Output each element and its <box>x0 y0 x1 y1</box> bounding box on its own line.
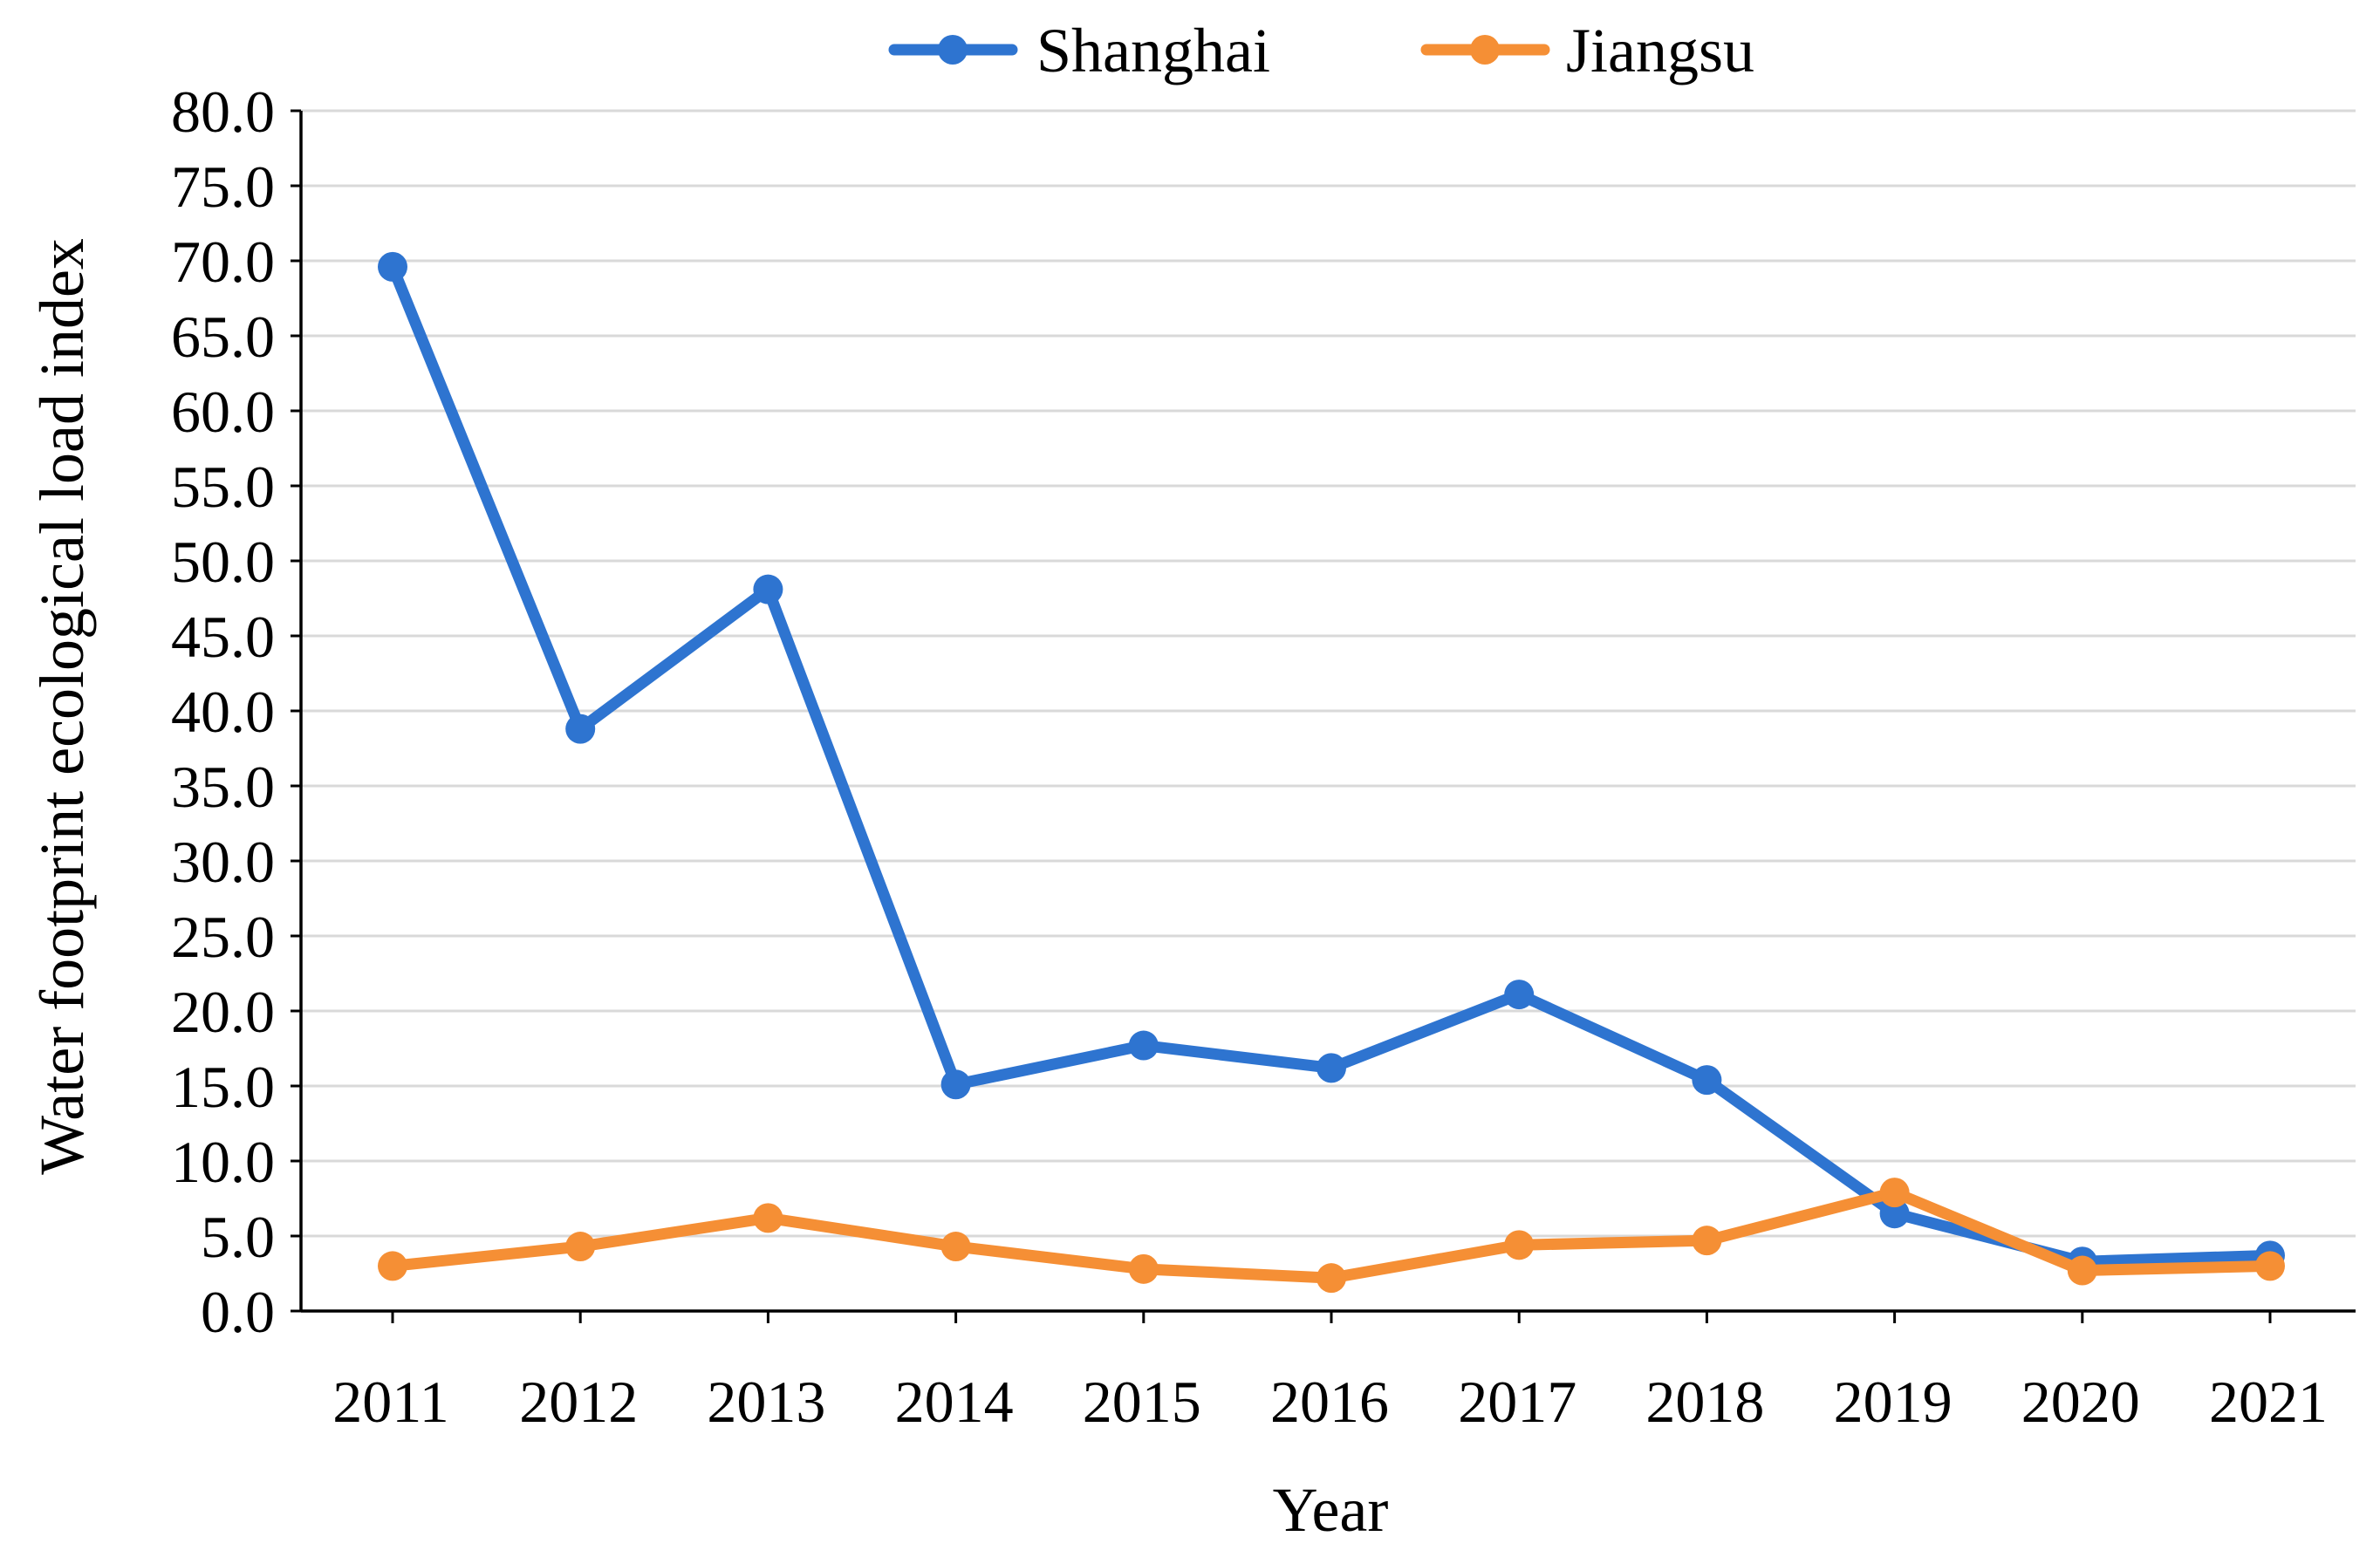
y-tick-label: 35.0 <box>171 754 275 820</box>
data-point-jiangsu-2012 <box>565 1232 596 1262</box>
legend-item-jiangsu: Jiangsu <box>1420 16 1754 85</box>
y-tick-label: 60.0 <box>171 379 275 445</box>
data-point-jiangsu-2016 <box>1317 1263 1346 1294</box>
data-point-shanghai-2015 <box>1128 1030 1159 1061</box>
y-tick-label: 5.0 <box>201 1204 275 1270</box>
y-tick-label: 65.0 <box>171 304 275 370</box>
data-point-jiangsu-2011 <box>378 1251 407 1281</box>
y-tick-label: 25.0 <box>171 904 275 970</box>
y-tick-label: 30.0 <box>171 829 275 895</box>
y-tick-label: 70.0 <box>171 229 275 295</box>
data-point-jiangsu-2014 <box>940 1232 971 1262</box>
legend-label-shanghai: Shanghai <box>1036 16 1270 85</box>
x-tick-label: 2011 <box>332 1369 448 1435</box>
data-point-shanghai-2017 <box>1504 980 1535 1010</box>
x-tick-label: 2021 <box>2209 1369 2328 1435</box>
data-point-shanghai-2013 <box>753 574 783 604</box>
y-tick-label: 50.0 <box>171 529 275 595</box>
y-tick-label: 75.0 <box>171 154 275 220</box>
x-tick-label: 2014 <box>895 1369 1014 1435</box>
series-jiangsu <box>378 1178 2285 1294</box>
data-point-shanghai-2011 <box>378 251 407 282</box>
y-tick-label: 55.0 <box>171 454 275 520</box>
x-tick-label: 2019 <box>1834 1369 1953 1435</box>
data-point-jiangsu-2013 <box>753 1203 783 1233</box>
y-tick-label: 20.0 <box>171 979 275 1045</box>
data-point-shanghai-2018 <box>1692 1065 1722 1096</box>
data-point-shanghai-2019 <box>1879 1198 1910 1229</box>
x-tick-label: 2017 <box>1458 1369 1576 1435</box>
y-tick-labels: 0.0 5.0 10.0 15.0 20.0 25.0 30.0 35.0 40.0 45.0 50… <box>171 79 301 1345</box>
legend-item-shanghai: Shanghai <box>888 16 1270 85</box>
x-tick-label: 2012 <box>519 1369 638 1435</box>
legend-swatch-marker <box>1470 35 1500 65</box>
series-shanghai <box>378 251 2285 1277</box>
data-point-shanghai-2012 <box>565 714 596 744</box>
y-tick-label: 15.0 <box>171 1054 275 1120</box>
data-point-jiangsu-2020 <box>2067 1255 2097 1286</box>
data-point-jiangsu-2021 <box>2255 1251 2285 1281</box>
y-tick-label: 40.0 <box>171 679 275 745</box>
x-tick-label: 2016 <box>1270 1369 1389 1435</box>
legend-label-jiangsu: Jiangsu <box>1566 16 1754 85</box>
x-tick-label: 2020 <box>2021 1369 2140 1435</box>
x-tick-label: 2013 <box>707 1369 825 1435</box>
data-point-jiangsu-2019 <box>1879 1178 1910 1208</box>
data-point-jiangsu-2018 <box>1692 1226 1722 1256</box>
data-point-shanghai-2014 <box>940 1069 971 1100</box>
y-tick-label: 10.0 <box>171 1129 275 1195</box>
x-tick-label: 2015 <box>1083 1369 1201 1435</box>
series-line-shanghai <box>386 261 2276 1267</box>
y-tick-label: 0.0 <box>201 1279 275 1345</box>
legend-swatch-marker <box>938 35 968 65</box>
y-axis-title: Water footprint ecological load index <box>27 238 97 1175</box>
legend: Shanghai Jiangsu <box>888 16 1754 85</box>
series <box>378 251 2285 1294</box>
gridlines <box>301 109 2356 1238</box>
y-tick-label: 45.0 <box>171 604 275 670</box>
data-point-jiangsu-2015 <box>1128 1253 1159 1284</box>
x-tick-label: 2018 <box>1645 1369 1764 1435</box>
data-point-jiangsu-2017 <box>1504 1230 1535 1260</box>
data-point-shanghai-2016 <box>1317 1053 1346 1083</box>
x-axis-title: Year <box>1273 1475 1389 1545</box>
x-tick-labels: 2011 2012 2013 2014 2015 2016 2017 2018 2019 2020… <box>332 1311 2328 1435</box>
y-tick-label: 80.0 <box>171 79 275 145</box>
